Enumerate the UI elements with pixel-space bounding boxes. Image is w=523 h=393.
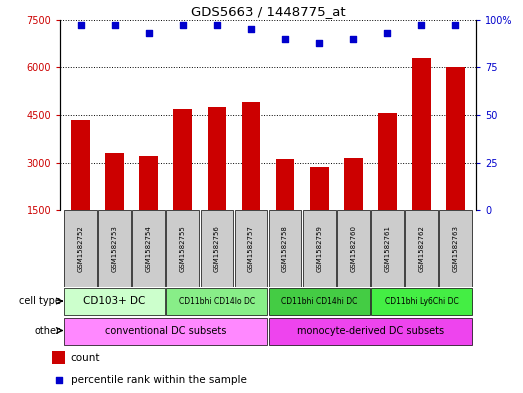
Bar [310, 167, 328, 258]
Bar [446, 67, 465, 258]
Text: other: other [35, 325, 61, 336]
Point [213, 22, 221, 29]
Text: GSM1582763: GSM1582763 [452, 225, 459, 272]
Point [54, 376, 63, 383]
Text: GSM1582761: GSM1582761 [384, 225, 390, 272]
Bar [71, 120, 90, 258]
Bar [140, 156, 158, 258]
Bar [337, 210, 370, 287]
Point [110, 22, 119, 29]
Bar [269, 288, 370, 315]
Text: GSM1582760: GSM1582760 [350, 225, 356, 272]
Text: GSM1582754: GSM1582754 [146, 225, 152, 272]
Bar [200, 210, 233, 287]
Bar [166, 210, 199, 287]
Bar [242, 102, 260, 258]
Bar [405, 210, 438, 287]
Title: GDS5663 / 1448775_at: GDS5663 / 1448775_at [191, 6, 345, 18]
Point [144, 30, 153, 36]
Text: CD11bhi CD14hi DC: CD11bhi CD14hi DC [281, 297, 357, 305]
Text: GSM1582755: GSM1582755 [180, 225, 186, 272]
Point [281, 36, 289, 42]
Bar [344, 158, 362, 258]
Text: cell type: cell type [19, 296, 61, 306]
Point [179, 22, 187, 29]
Bar [412, 58, 431, 258]
Bar [371, 288, 472, 315]
Bar [105, 153, 124, 258]
Text: GSM1582756: GSM1582756 [214, 225, 220, 272]
Bar [269, 210, 301, 287]
Text: GSM1582753: GSM1582753 [112, 225, 118, 272]
Bar [208, 107, 226, 258]
Bar [371, 210, 404, 287]
Bar [303, 210, 336, 287]
Bar [98, 210, 131, 287]
Text: percentile rank within the sample: percentile rank within the sample [71, 375, 246, 385]
Text: GSM1582759: GSM1582759 [316, 225, 322, 272]
Text: GSM1582758: GSM1582758 [282, 225, 288, 272]
Point [247, 26, 255, 32]
Bar [166, 288, 267, 315]
Bar [64, 288, 165, 315]
Bar [378, 113, 396, 258]
Text: CD103+ DC: CD103+ DC [84, 296, 146, 306]
Point [451, 22, 460, 29]
Bar [276, 160, 294, 258]
Text: GSM1582757: GSM1582757 [248, 225, 254, 272]
Bar [235, 210, 267, 287]
Text: monocyte-derived DC subsets: monocyte-derived DC subsets [297, 325, 444, 336]
Text: GSM1582762: GSM1582762 [418, 225, 424, 272]
Bar [439, 210, 472, 287]
Point [349, 36, 357, 42]
Text: CD11bhi Ly6Chi DC: CD11bhi Ly6Chi DC [384, 297, 458, 305]
Text: count: count [71, 353, 100, 362]
Bar [64, 318, 267, 345]
Text: GSM1582752: GSM1582752 [77, 225, 84, 272]
Bar [174, 108, 192, 258]
Bar [52, 351, 65, 364]
Text: CD11bhi CD14lo DC: CD11bhi CD14lo DC [179, 297, 255, 305]
Bar [64, 210, 97, 287]
Bar [269, 318, 472, 345]
Point [383, 30, 392, 36]
Text: conventional DC subsets: conventional DC subsets [105, 325, 226, 336]
Point [315, 39, 323, 46]
Point [417, 22, 426, 29]
Bar [132, 210, 165, 287]
Point [76, 22, 85, 29]
